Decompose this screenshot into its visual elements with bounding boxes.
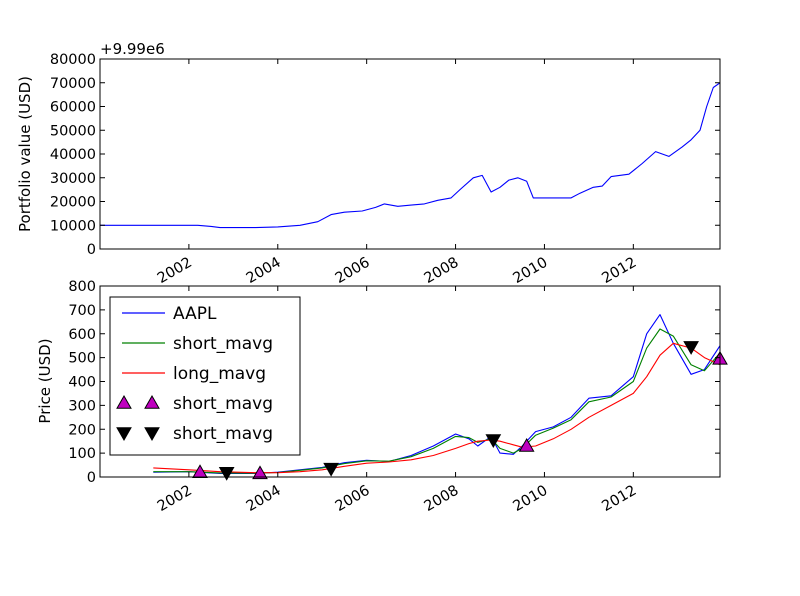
sell-marker <box>485 434 502 449</box>
legend-swatch <box>116 427 132 442</box>
y-tick-label: 0 <box>87 242 96 258</box>
y-tick-label: 200 <box>68 422 96 438</box>
y-offset-label: +9.99e6 <box>100 40 165 58</box>
y-tick-label: 10000 <box>50 218 96 234</box>
y-tick-label: 100 <box>68 446 96 462</box>
legend-label: short_mavg <box>173 394 273 414</box>
sell-marker <box>218 466 235 481</box>
y-tick-label: 500 <box>68 351 96 367</box>
y-tick-label: 30000 <box>50 171 96 187</box>
legend-label: short_mavg <box>173 424 273 444</box>
buy-marker <box>252 465 268 480</box>
y-tick-label: 80000 <box>50 52 96 68</box>
plot-area <box>100 82 720 229</box>
legend-label: long_mavg <box>173 364 266 384</box>
legend-label: AAPL <box>173 304 217 324</box>
legend-swatch <box>144 394 160 409</box>
y-axis-label: Portfolio value (USD) <box>16 76 34 232</box>
y-tick-label: 70000 <box>50 76 96 92</box>
buy-marker <box>518 437 535 452</box>
y-tick-label: 700 <box>68 303 96 319</box>
legend: AAPL short_mavg long_mavg short_mavg short_m… <box>109 296 301 456</box>
legend-swatch <box>116 394 132 409</box>
sell-marker <box>323 462 339 477</box>
y-tick-label: 0 <box>87 470 96 486</box>
legend-label: short_mavg <box>173 334 273 354</box>
y-tick-label: 400 <box>68 375 96 391</box>
legend-swatch <box>144 427 160 442</box>
y-tick-label: 300 <box>68 398 96 414</box>
y-tick-label: 600 <box>68 327 96 343</box>
y-tick-label: 50000 <box>50 123 96 139</box>
legend-box <box>109 296 301 456</box>
y-axis-label: Price (USD) <box>36 338 54 423</box>
y-tick-label: 60000 <box>50 100 96 116</box>
y-tick-label: 800 <box>68 279 96 295</box>
y-tick-label: 40000 <box>50 147 96 163</box>
y-tick-label: 20000 <box>50 195 96 211</box>
series-line-portfolio <box>100 82 720 229</box>
sell-marker <box>683 341 699 355</box>
